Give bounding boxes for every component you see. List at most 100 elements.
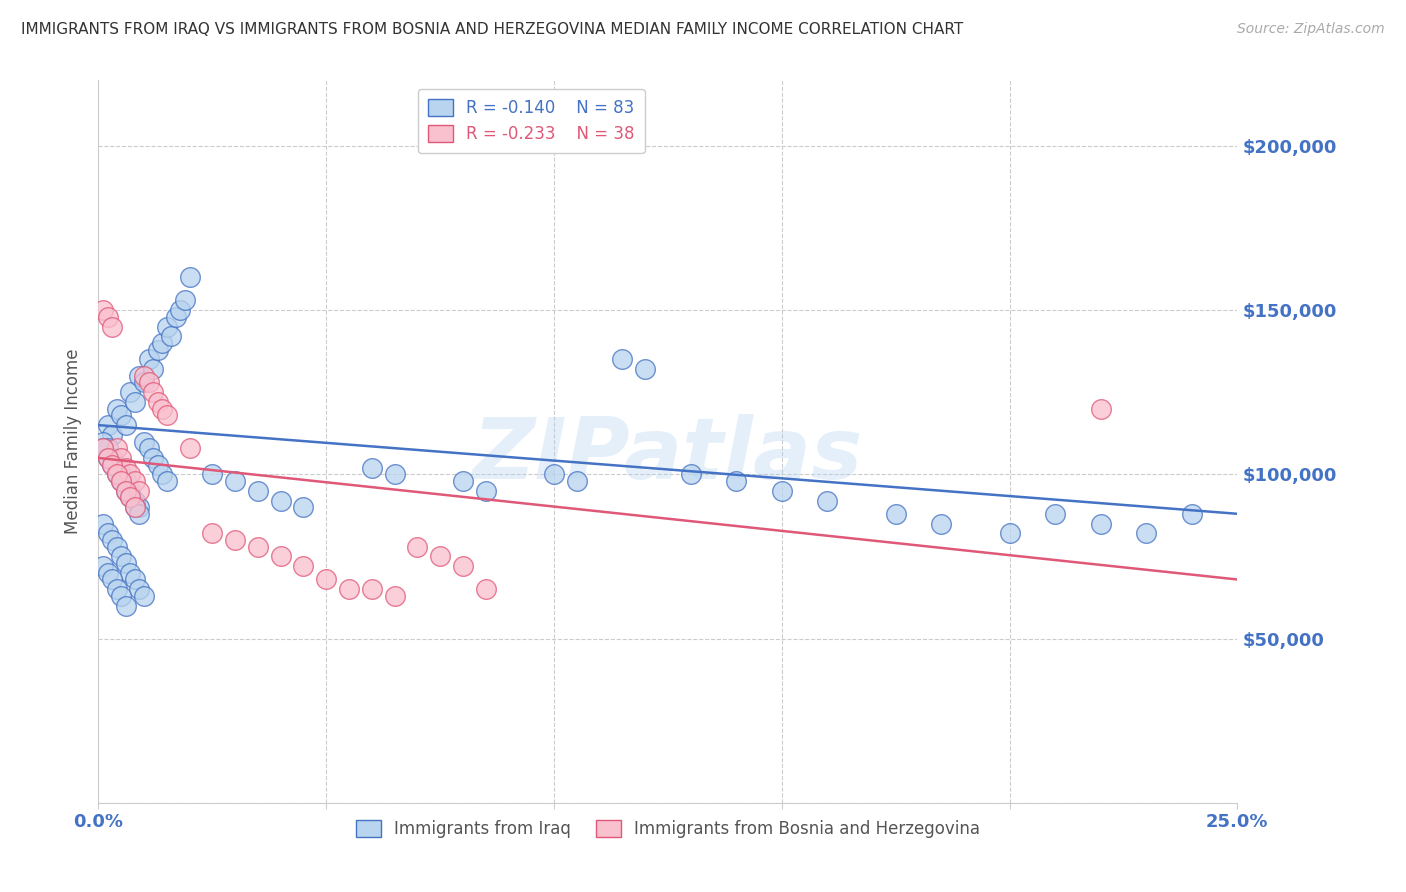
Point — [120, 385, 142, 400]
Point — [165, 310, 187, 324]
Point — [128, 582, 150, 597]
Point — [612, 352, 634, 367]
Point — [998, 526, 1021, 541]
Point — [96, 450, 118, 465]
Point — [292, 500, 315, 515]
Point — [124, 474, 146, 488]
Point — [884, 507, 907, 521]
Point — [634, 362, 657, 376]
Point — [114, 483, 136, 498]
Point — [142, 450, 165, 465]
Point — [429, 549, 451, 564]
Point — [138, 441, 160, 455]
Point — [565, 474, 588, 488]
Point — [105, 441, 128, 455]
Point — [474, 483, 496, 498]
Point — [150, 401, 173, 416]
Point — [179, 441, 201, 455]
Point — [156, 474, 179, 488]
Point — [543, 467, 565, 482]
Point — [146, 343, 169, 357]
Point — [128, 507, 150, 521]
Point — [138, 376, 160, 390]
Point — [315, 573, 337, 587]
Point — [105, 582, 128, 597]
Point — [770, 483, 793, 498]
Point — [128, 483, 150, 498]
Point — [1090, 516, 1112, 531]
Point — [1043, 507, 1066, 521]
Point — [360, 582, 382, 597]
Point — [114, 556, 136, 570]
Point — [224, 533, 246, 547]
Point — [114, 599, 136, 613]
Point — [101, 533, 124, 547]
Point — [146, 395, 169, 409]
Point — [337, 582, 360, 597]
Point — [120, 467, 142, 482]
Point — [179, 270, 201, 285]
Point — [246, 483, 269, 498]
Point — [114, 418, 136, 433]
Point — [451, 474, 474, 488]
Point — [929, 516, 952, 531]
Point — [91, 516, 114, 531]
Point — [384, 589, 406, 603]
Point — [96, 418, 118, 433]
Point — [91, 434, 114, 449]
Point — [110, 409, 132, 423]
Point — [114, 483, 136, 498]
Point — [101, 428, 124, 442]
Point — [105, 540, 128, 554]
Point — [224, 474, 246, 488]
Point — [132, 368, 155, 383]
Legend: Immigrants from Iraq, Immigrants from Bosnia and Herzegovina: Immigrants from Iraq, Immigrants from Bo… — [349, 814, 987, 845]
Point — [292, 559, 315, 574]
Point — [110, 450, 132, 465]
Point — [270, 549, 292, 564]
Point — [101, 319, 124, 334]
Point — [384, 467, 406, 482]
Point — [124, 493, 146, 508]
Point — [679, 467, 702, 482]
Point — [91, 559, 114, 574]
Point — [110, 549, 132, 564]
Point — [142, 362, 165, 376]
Point — [110, 589, 132, 603]
Point — [120, 483, 142, 498]
Point — [110, 467, 132, 482]
Point — [96, 566, 118, 580]
Point — [360, 460, 382, 475]
Point — [120, 491, 142, 505]
Point — [132, 434, 155, 449]
Point — [120, 566, 142, 580]
Point — [105, 467, 128, 482]
Point — [101, 458, 124, 472]
Point — [174, 293, 197, 308]
Point — [815, 493, 838, 508]
Point — [474, 582, 496, 597]
Point — [110, 474, 132, 488]
Point — [96, 310, 118, 324]
Text: ZIPatlas: ZIPatlas — [472, 415, 863, 498]
Point — [120, 491, 142, 505]
Point — [160, 329, 183, 343]
Point — [91, 441, 114, 455]
Point — [96, 441, 118, 455]
Point — [124, 573, 146, 587]
Point — [725, 474, 748, 488]
Point — [1181, 507, 1204, 521]
Point — [96, 450, 118, 465]
Point — [101, 573, 124, 587]
Point — [96, 526, 118, 541]
Point — [156, 319, 179, 334]
Point — [406, 540, 429, 554]
Point — [132, 376, 155, 390]
Point — [201, 526, 224, 541]
Point — [101, 450, 124, 465]
Point — [105, 401, 128, 416]
Point — [246, 540, 269, 554]
Point — [124, 500, 146, 515]
Point — [146, 458, 169, 472]
Point — [138, 352, 160, 367]
